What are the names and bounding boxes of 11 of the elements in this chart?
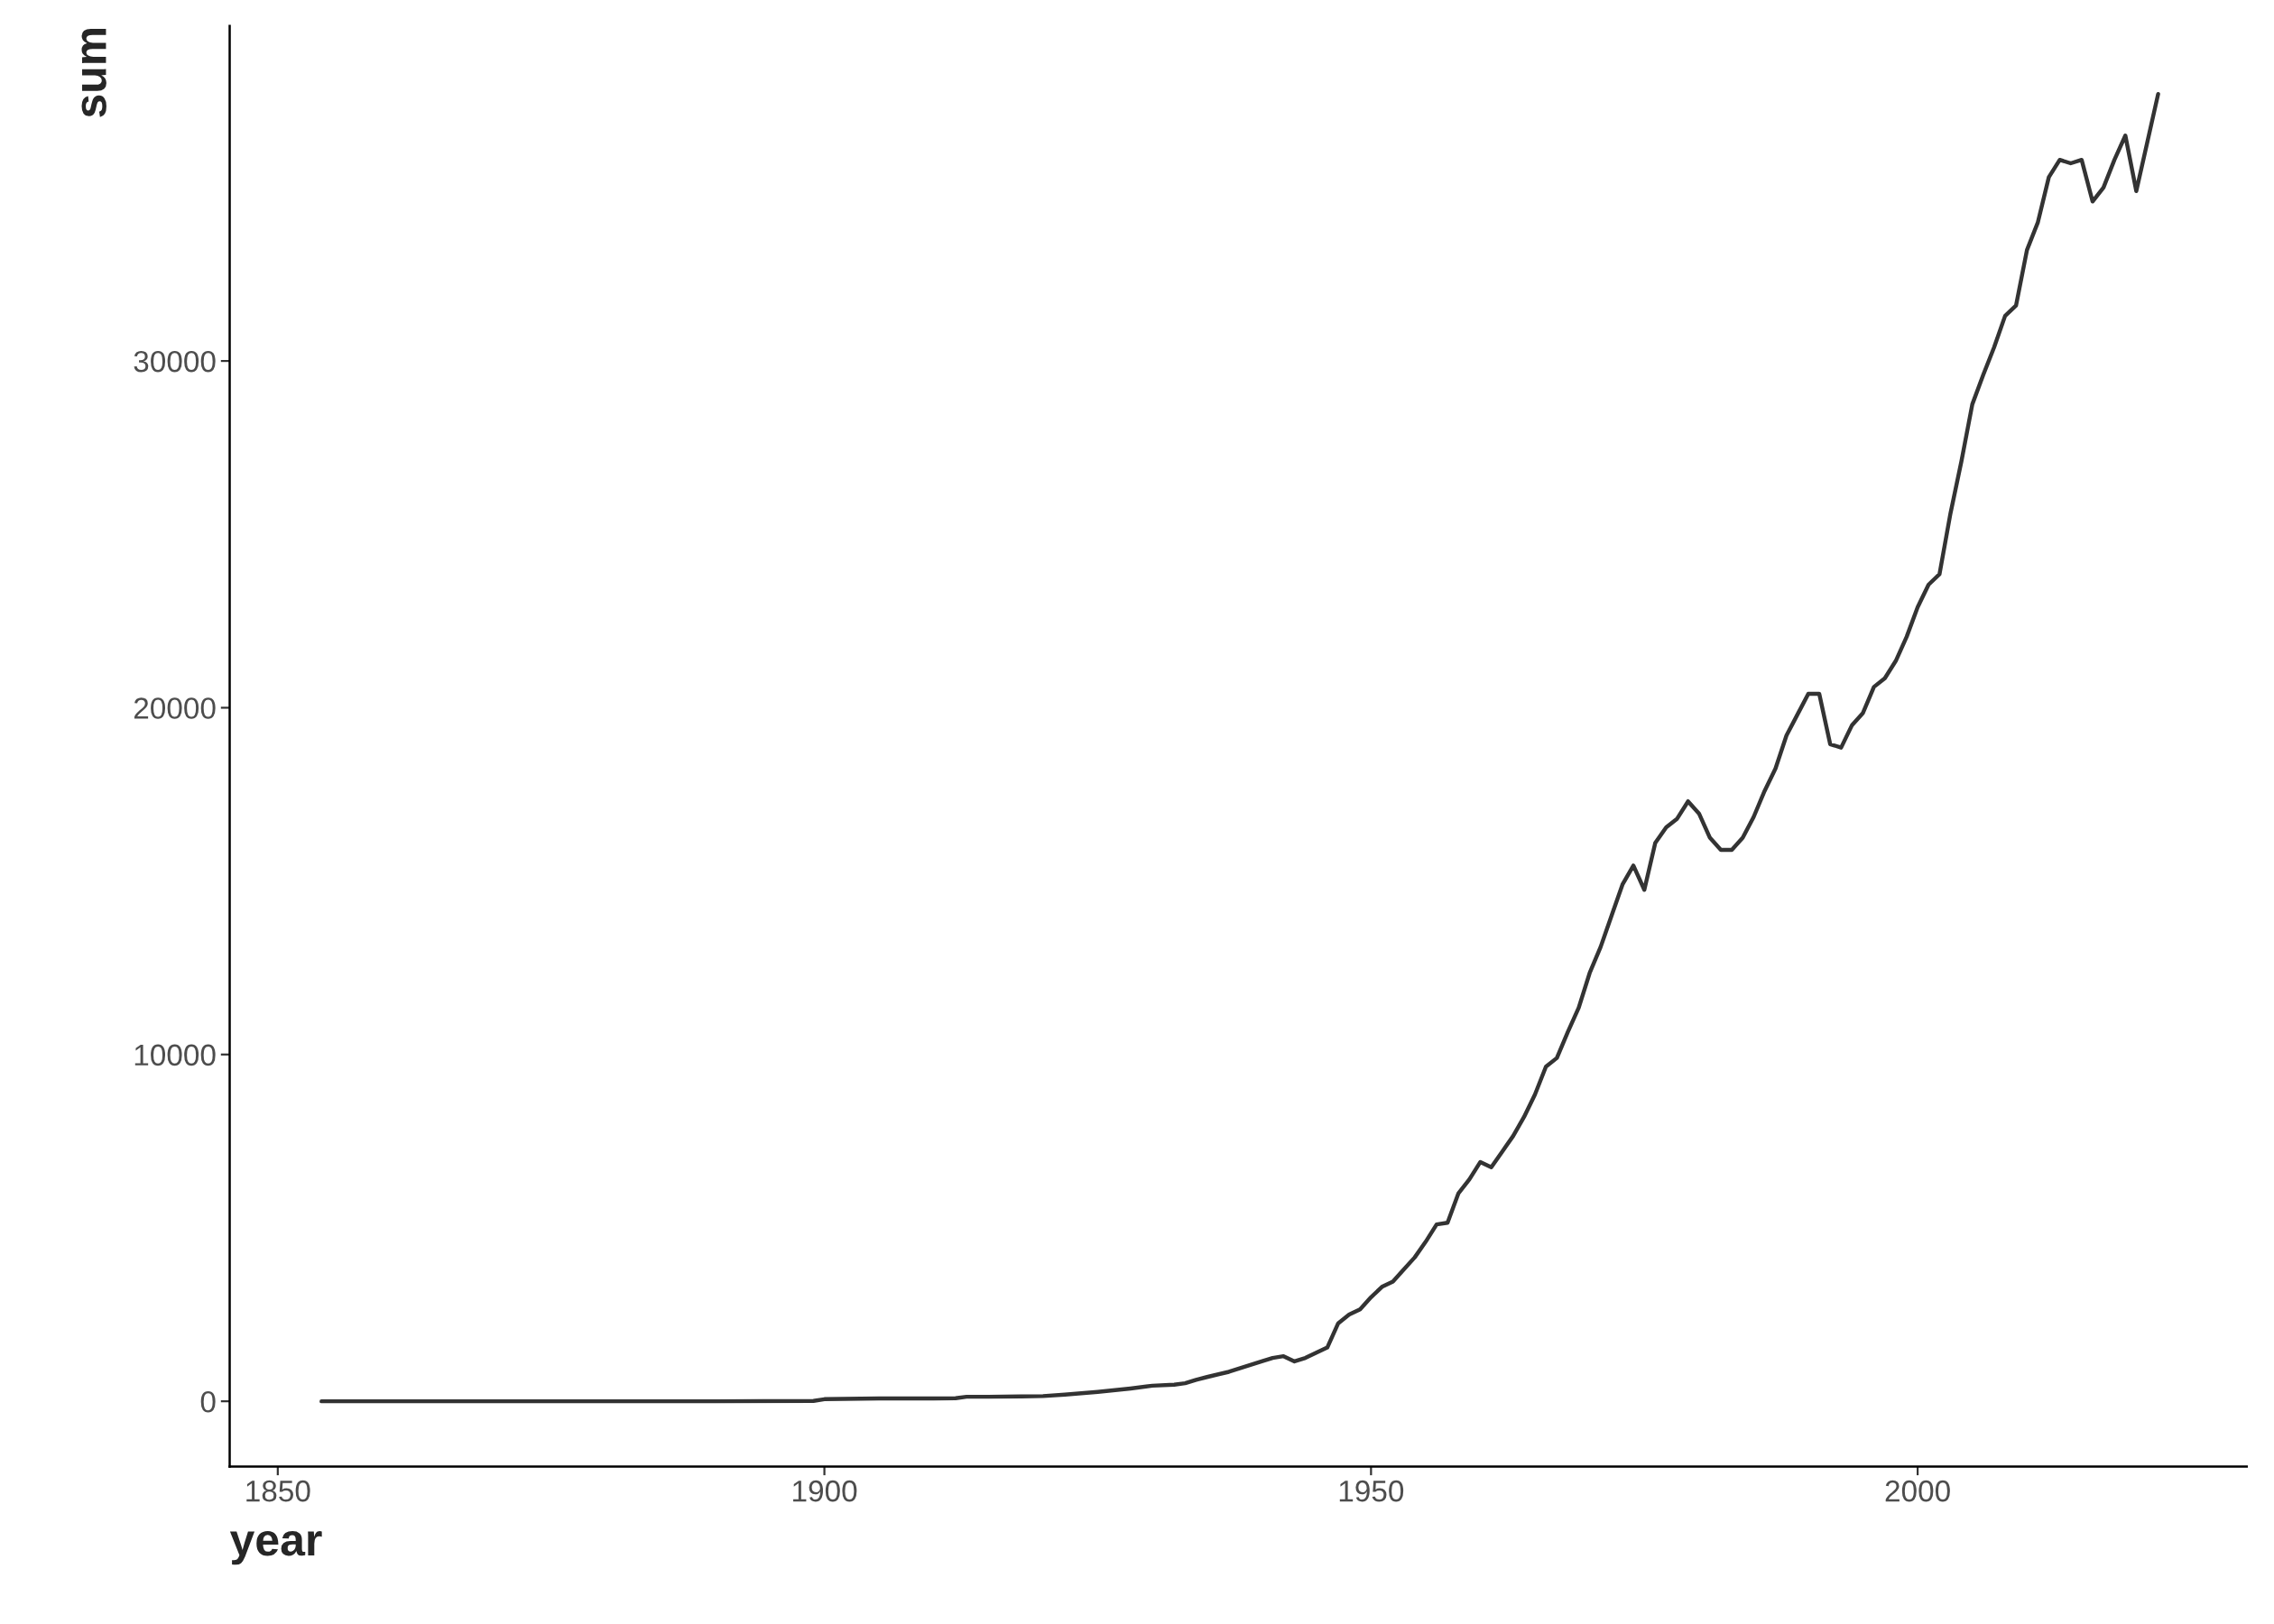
x-tick-label: 1950 <box>1339 1480 1404 1502</box>
x-tick-label: 1900 <box>793 1480 857 1502</box>
y-axis-title: sum <box>81 28 106 117</box>
x-axis-title: year <box>229 1531 322 1565</box>
x-tick-label: 2000 <box>1885 1480 1950 1502</box>
y-tick-label: 30000 <box>134 350 216 373</box>
y-tick-label: 20000 <box>134 697 216 719</box>
line-series <box>319 91 2160 1404</box>
y-tick-label: 0 <box>200 1390 216 1413</box>
y-tick-label: 10000 <box>134 1044 216 1066</box>
x-tick-label: 1850 <box>246 1480 310 1502</box>
